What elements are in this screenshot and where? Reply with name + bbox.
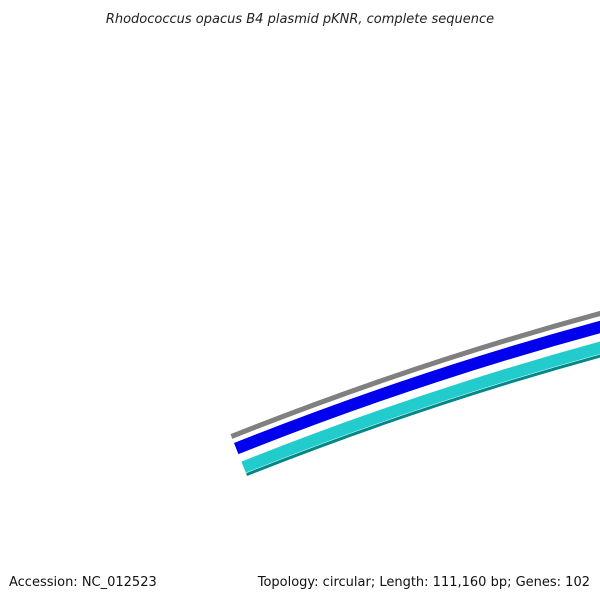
reverse-strand-outer-edge (246, 354, 600, 476)
reverse-strand-track (241, 341, 600, 473)
summary-text: Topology: circular; Length: 111,160 bp; … (257, 575, 590, 590)
backbone-track (230, 310, 600, 439)
accession-text: Accession: NC_012523 (9, 575, 157, 590)
forward-strand-track (233, 320, 600, 455)
map-title: Rhodococcus opacus B4 plasmid pKNR, comp… (106, 12, 494, 27)
